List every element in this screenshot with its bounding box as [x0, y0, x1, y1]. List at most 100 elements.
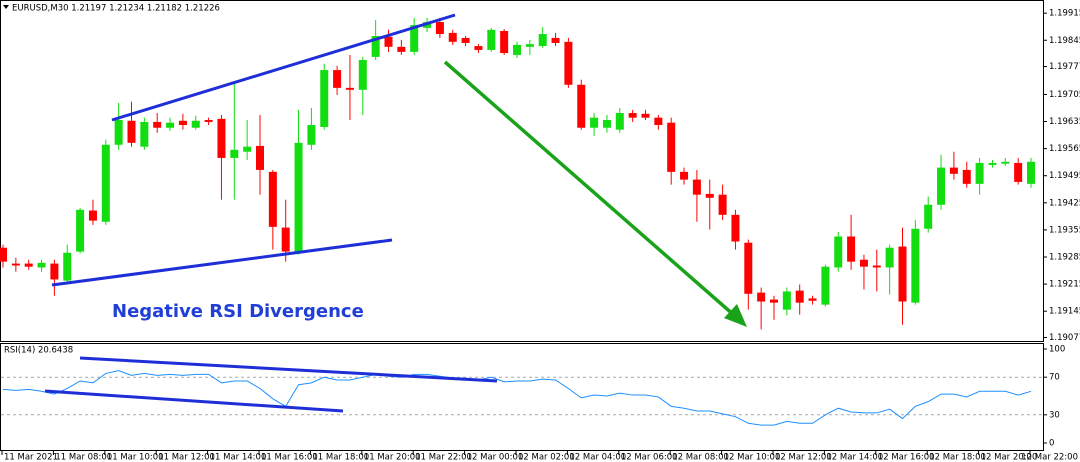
y-tick-label: 1.19705: [1049, 90, 1080, 100]
candle-body: [525, 44, 534, 47]
x-tick-label: 12 Mar 12:00: [775, 453, 832, 462]
candle-body: [718, 194, 727, 215]
candle-body: [153, 121, 162, 128]
rsi-panel-frame: [0, 343, 1044, 451]
x-tick-label: 12 Mar 18:00: [929, 453, 986, 462]
candle-body: [564, 41, 573, 85]
candle-body: [782, 291, 791, 310]
candle-body: [667, 122, 676, 172]
candle-body: [11, 263, 20, 266]
y-tick-label: 1.19777: [1049, 62, 1080, 72]
x-tick-label: 11 Mar 22:00: [415, 453, 472, 462]
candle-body: [268, 171, 277, 227]
candle-body: [178, 120, 187, 126]
candle-body: [513, 44, 521, 55]
candle-body: [127, 120, 136, 143]
main-panel-frame: [0, 0, 1044, 342]
candle-body: [204, 119, 213, 122]
y-tick-label: 1.19215: [1049, 280, 1080, 290]
chart-title: EURUSD,M30 1.21197 1.21234 1.21182 1.212…: [12, 4, 220, 14]
candle-body: [705, 193, 714, 198]
rsi-trend-line: [79, 356, 498, 383]
x-tick-label: 12 Mar 06:00: [621, 453, 678, 462]
candle-body: [962, 169, 971, 184]
candle-body: [847, 236, 856, 262]
candle-body: [744, 242, 753, 294]
candle-body: [384, 36, 393, 47]
arrow-line: [443, 60, 737, 318]
candle-body: [898, 246, 907, 302]
candle-body: [795, 290, 804, 303]
y-tick-label: 1.19355: [1049, 225, 1080, 235]
y-tick-label: 1.19495: [1049, 171, 1080, 181]
x-tick-label: 11 Mar 14:00: [210, 453, 267, 462]
x-tick-label: 12 Mar 08:00: [672, 453, 729, 462]
candle-body: [435, 22, 444, 35]
candle-body: [24, 263, 33, 267]
candle-body: [474, 46, 483, 50]
x-tick-label: 11 Mar 2021: [4, 453, 58, 462]
y-tick-label: 0: [1049, 439, 1054, 449]
x-tick-label: 12 Mar 16:00: [878, 453, 935, 462]
x-tick-label: 11 Mar 10:00: [107, 453, 164, 462]
y-tick-label: 100: [1049, 345, 1065, 355]
y-tick-label: 1.19077: [1049, 333, 1080, 343]
candle-body: [641, 113, 650, 118]
x-tick-label: 12 Mar 22:00: [1021, 453, 1078, 462]
y-tick-label: 1.19635: [1049, 117, 1080, 127]
candle-body: [281, 227, 290, 252]
candle-body: [358, 59, 367, 90]
candle-body: [500, 30, 509, 54]
x-tick-label: 12 Mar 02:00: [518, 453, 575, 462]
candle-body: [50, 263, 59, 280]
candle-body: [988, 162, 997, 165]
candle-body: [320, 70, 329, 127]
candle-body: [88, 210, 97, 221]
candle-body: [615, 113, 624, 130]
y-tick-label: 30: [1049, 410, 1060, 420]
candle-body: [307, 125, 316, 145]
candle-body: [885, 247, 894, 268]
candle-body: [834, 236, 843, 268]
y-tick-label: 1.19285: [1049, 253, 1080, 263]
candle-body: [628, 113, 637, 118]
candle-body: [859, 259, 868, 267]
y-tick-label: 1.19915: [1049, 9, 1080, 19]
candle-body: [461, 37, 470, 43]
candle-body: [602, 119, 611, 128]
x-tick-label: 11 Mar 20:00: [364, 453, 421, 462]
candle-body: [821, 266, 830, 305]
candle-body: [872, 265, 881, 268]
trend-line: [51, 238, 393, 287]
candle-body: [243, 146, 252, 152]
candle-body: [911, 228, 920, 303]
candle-body: [448, 32, 457, 42]
x-tick-label: 12 Mar 10:00: [724, 453, 781, 462]
candle-body: [256, 145, 264, 170]
candle-body: [1001, 161, 1010, 164]
candle-body: [577, 84, 586, 128]
menu-icon: [3, 5, 9, 9]
y-tick-label: 70: [1049, 373, 1060, 383]
candle-body: [487, 29, 496, 50]
candle-body: [551, 37, 560, 43]
candle-body: [345, 87, 354, 90]
rsi-line: [2, 370, 1032, 426]
x-tick-label: 12 Mar 00:00: [467, 453, 524, 462]
drawings: Negative RSI Divergence: [44, 13, 747, 413]
candle-body: [1027, 161, 1035, 184]
candle-body: [410, 25, 419, 52]
arrow-head: [724, 304, 747, 327]
candle-body: [397, 46, 406, 52]
candle-body: [590, 117, 599, 128]
candle-body: [101, 144, 110, 222]
trend-line: [111, 13, 456, 122]
candle-body: [937, 167, 946, 205]
candle-body: [333, 70, 342, 88]
x-tick-label: 11 Mar 16:00: [261, 453, 318, 462]
x-tick-label: 12 Mar 04:00: [569, 453, 626, 462]
candle-body: [166, 122, 175, 128]
candle-body: [538, 34, 547, 47]
